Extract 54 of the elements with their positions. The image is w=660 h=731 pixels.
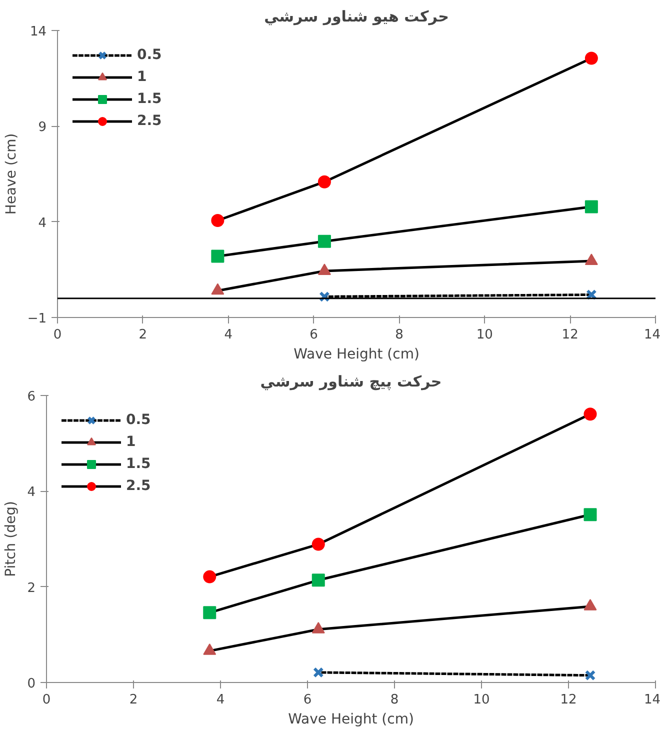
point	[318, 175, 331, 188]
x-tick-label: 4	[224, 328, 233, 342]
point	[312, 667, 324, 678]
y-tick-label: 4	[38, 216, 47, 231]
x-tick-label: 12	[560, 692, 577, 708]
point	[203, 570, 216, 584]
y-tick-label: 0	[27, 676, 36, 692]
x-tick-label: 6	[303, 692, 312, 708]
y-tick-label: −1	[27, 312, 47, 326]
legend-label: 1	[126, 434, 137, 450]
x-tick-label: 2	[138, 328, 148, 342]
x-tick-label: 2	[129, 692, 138, 708]
x-tick-label: 10	[476, 328, 493, 342]
x-tick-label: 12	[562, 328, 578, 342]
x-tick-label: 14	[644, 692, 660, 708]
x-tick-label: 8	[390, 692, 399, 708]
point	[312, 574, 325, 587]
chart-title: حركت پيچ شناور سرشي	[260, 372, 442, 390]
y-axis-title: Pitch (deg)	[3, 501, 20, 577]
point	[318, 234, 331, 248]
point	[203, 606, 216, 620]
y-tick-label: 6	[27, 390, 36, 404]
point	[211, 214, 224, 227]
point	[211, 250, 224, 263]
y-tick-label: 9	[38, 120, 47, 136]
y-tick-label: 14	[30, 24, 47, 40]
x-axis-title: Wave Height (cm)	[294, 346, 420, 362]
legend-label: 1.5	[126, 456, 151, 472]
point	[584, 408, 597, 421]
x-tick-label: 0	[53, 328, 62, 342]
x-tick-label: 10	[473, 692, 490, 708]
x-tick-label: 4	[216, 692, 225, 708]
legend-label: 2.5	[126, 478, 151, 494]
legend-label: 1	[137, 69, 148, 85]
legend-label: 2.5	[137, 113, 162, 129]
point	[211, 283, 224, 295]
point	[584, 200, 598, 214]
chart-title: حركت هيو شناور سرشي	[264, 8, 449, 26]
x-axis-title: Wave Height (cm)	[288, 712, 414, 728]
legend-label: 1.5	[137, 91, 162, 107]
legend-label: 0.5	[137, 47, 162, 63]
x-tick-label: 6	[310, 328, 318, 342]
point	[584, 670, 596, 681]
point	[318, 264, 331, 275]
legend-label: 0.5	[126, 412, 151, 428]
point	[584, 508, 597, 522]
y-tick-label: 2	[27, 580, 36, 596]
point	[312, 538, 325, 551]
x-tick-label: 14	[644, 328, 660, 342]
x-tick-label: 8	[395, 328, 404, 342]
y-tick-label: 4	[27, 485, 36, 500]
point	[584, 254, 598, 266]
y-axis-title: Heave (cm)	[3, 133, 20, 215]
point	[584, 52, 598, 65]
